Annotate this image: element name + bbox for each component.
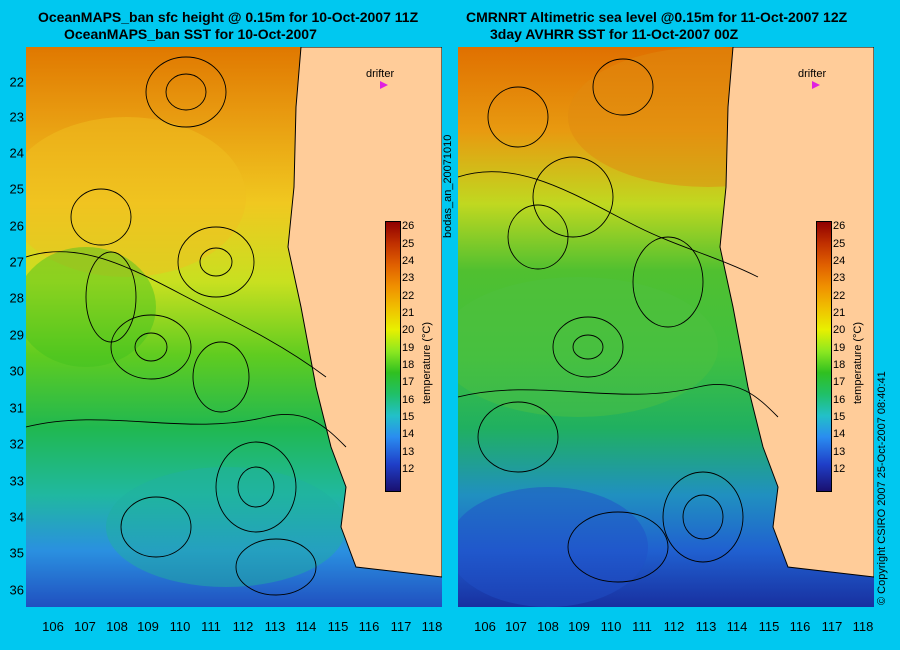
colorbar-tick: 15 [833,411,846,423]
colorbar-tick: 21 [833,307,846,319]
right-colorbar-label: temperature (°C) [852,321,864,404]
left-colorbar-label: temperature (°C) [421,321,433,404]
right-map-panel: drifter [458,47,874,607]
colorbar-tick: 23 [833,272,846,284]
right-colorbar [816,221,832,492]
colorbar-tick: 24 [833,255,846,267]
colorbar-tick: 16 [402,394,415,406]
lat-label: 23 [9,109,24,125]
colorbar-tick: 19 [402,342,415,354]
lon-label: 111 [201,619,221,634]
colorbar-tick: 14 [833,428,846,440]
svg-text:drifter: drifter [366,68,394,80]
colorbar-tick: 12 [833,463,846,475]
lon-label: 115 [327,619,349,634]
lon-label: 117 [390,619,412,634]
lon-label: 108 [106,619,128,634]
colorbar-tick: 17 [402,376,415,388]
lon-label: 106 [474,619,496,634]
lon-label: 112 [663,619,685,634]
copyright-label: © Copyright CSIRO 2007 25-Oct-2007 08:40… [876,371,888,605]
colorbar-tick: 25 [402,238,415,250]
colorbar-tick: 13 [402,446,415,458]
lat-label: 34 [9,509,24,525]
lon-label: 110 [600,619,622,634]
svg-text:drifter: drifter [798,68,826,80]
lon-label: 118 [852,619,874,634]
lat-label: 31 [9,400,24,416]
colorbar-tick: 13 [833,446,846,458]
colorbar-tick: 26 [833,220,846,232]
colorbar-tick: 17 [833,376,846,388]
lon-label: 115 [758,619,780,634]
lon-label: 114 [295,619,317,634]
lat-label: 36 [9,582,24,598]
lon-label: 106 [42,619,64,634]
colorbar-tick: 26 [402,220,415,232]
colorbar-tick: 20 [402,324,415,336]
right-title-line2: 3day AVHRR SST for 11-Oct-2007 00Z [490,26,739,42]
colorbar-tick: 12 [402,463,415,475]
left-colorbar [385,221,401,492]
lon-label: 107 [505,619,527,634]
colorbar-tick: 24 [402,255,415,267]
lon-label: 116 [358,619,380,634]
right-title-line1: CMRNRT Altimetric sea level @0.15m for 1… [466,9,848,25]
lon-label: 116 [789,619,811,634]
lat-label: 27 [9,254,24,270]
lon-label: 113 [264,619,286,634]
colorbar-tick: 19 [833,342,846,354]
lat-label: 30 [9,363,24,379]
lon-label: 113 [695,619,717,634]
lat-label: 32 [9,436,24,452]
left-map-panel: drifter [26,47,442,607]
lon-label: 109 [568,619,590,634]
lat-label: 35 [9,545,24,561]
lon-label: 111 [632,619,652,634]
colorbar-tick: 16 [833,394,846,406]
lon-label: 110 [169,619,191,634]
lat-label: 29 [9,327,24,343]
colorbar-tick: 18 [833,359,846,371]
lat-label: 24 [9,145,24,161]
lon-label: 109 [137,619,159,634]
lon-label: 112 [232,619,254,634]
colorbar-tick: 22 [402,290,415,302]
colorbar-tick: 23 [402,272,415,284]
lon-label: 118 [421,619,443,634]
lat-label: 22 [9,74,24,90]
lon-label: 108 [537,619,559,634]
left-sst-map: drifter [26,47,442,607]
lon-label: 107 [74,619,96,634]
lat-label: 26 [9,218,24,234]
lat-label: 28 [9,290,24,306]
lon-label: 114 [726,619,748,634]
colorbar-tick: 15 [402,411,415,423]
colorbar-tick: 20 [833,324,846,336]
right-sst-map: drifter [458,47,874,607]
colorbar-tick: 21 [402,307,415,319]
colorbar-tick: 18 [402,359,415,371]
colorbar-tick: 22 [833,290,846,302]
lon-label: 117 [821,619,843,634]
left-title-line2: OceanMAPS_ban SST for 10-Oct-2007 [64,26,317,42]
lat-label: 33 [9,473,24,489]
left-title-line1: OceanMAPS_ban sfc height @ 0.15m for 10-… [38,9,419,25]
colorbar-tick: 25 [833,238,846,250]
colorbar-tick: 14 [402,428,415,440]
lat-label: 25 [9,181,24,197]
run-id-label: bodas_an_20071010 [442,134,454,238]
